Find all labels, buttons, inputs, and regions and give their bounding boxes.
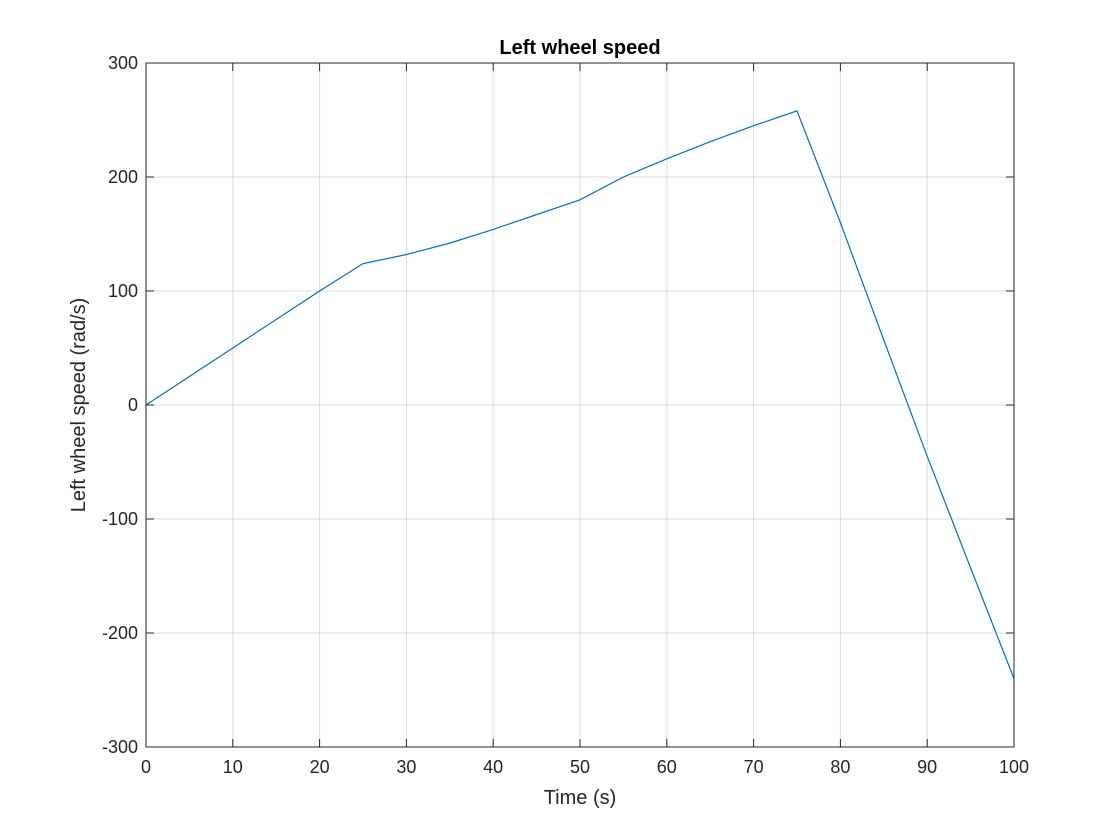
x-tick-label: 30 [396,757,416,777]
plot-area [145,110,1015,679]
x-ticks: 0 10 20 30 40 50 60 70 80 90 100 [141,63,1029,777]
series-line [145,110,1015,679]
x-tick-label: 90 [917,757,937,777]
y-tick-label: 300 [108,53,138,73]
y-tick-label: 100 [108,281,138,301]
x-tick-label: 40 [483,757,503,777]
x-tick-label: 100 [999,757,1029,777]
x-tick-label: 80 [830,757,850,777]
y-tick-label: -200 [102,623,138,643]
x-tick-label: 20 [310,757,330,777]
x-axis-label: Time (s) [544,787,617,809]
x-tick-label: 10 [223,757,243,777]
x-tick-label: 60 [657,757,677,777]
x-tick-label: 70 [744,757,764,777]
y-tick-label: 200 [108,167,138,187]
y-tick-label: 0 [128,395,138,415]
grid [145,62,1015,748]
y-axis-label: Left wheel speed (rad/s) [68,298,90,513]
x-tick-label: 0 [141,757,151,777]
chart-title: Left wheel speed [499,37,660,59]
x-tick-label: 50 [570,757,590,777]
y-ticks: -300 -200 -100 0 100 200 300 [102,53,1014,757]
y-tick-label: -300 [102,737,138,757]
y-tick-label: -100 [102,509,138,529]
